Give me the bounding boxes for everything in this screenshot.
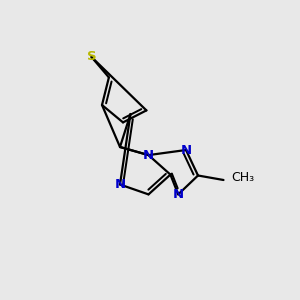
Text: N: N: [180, 143, 192, 157]
Text: S: S: [87, 50, 96, 64]
Text: N: N: [143, 148, 154, 162]
Text: N: N: [114, 178, 126, 191]
Text: N: N: [172, 188, 184, 201]
Text: CH₃: CH₃: [231, 171, 254, 184]
